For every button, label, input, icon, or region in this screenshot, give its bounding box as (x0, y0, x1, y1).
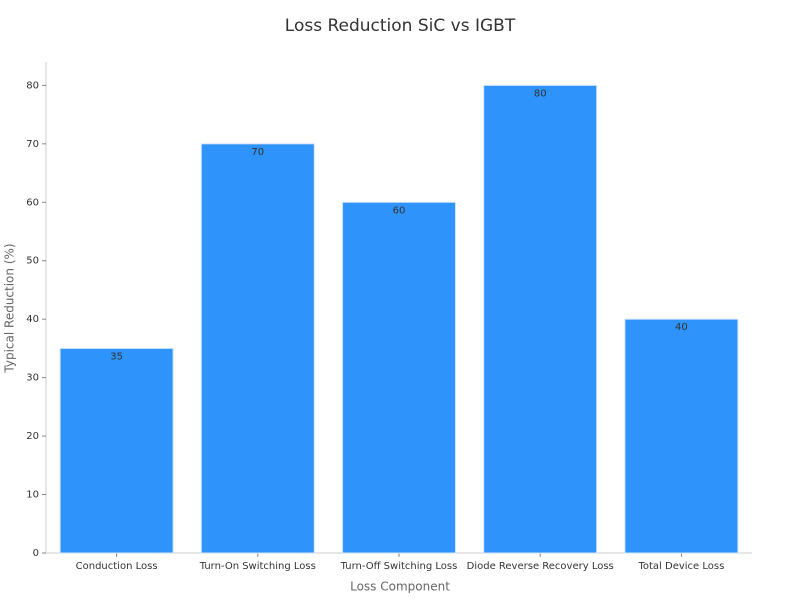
y-tick-label: 30 (26, 373, 39, 384)
x-tick-label: Diode Reverse Recovery Loss (467, 561, 614, 572)
value-label: 70 (251, 147, 264, 158)
y-tick-label: 50 (26, 256, 39, 267)
y-axis-title: Typical Reduction (%) (3, 243, 17, 373)
y-tick-label: 40 (26, 314, 39, 325)
x-axis-title: Loss Component (350, 580, 450, 594)
y-tick-label: 60 (26, 197, 39, 208)
bar (59, 347, 174, 554)
x-tick-label: Turn-Off Switching Loss (340, 561, 458, 572)
bar (624, 318, 739, 554)
y-tick-label: 20 (26, 431, 39, 442)
value-label: 60 (393, 205, 406, 216)
x-tick-label: Total Device Loss (637, 561, 724, 572)
value-label: 80 (534, 88, 547, 99)
value-label: 35 (110, 351, 123, 362)
y-tick-label: 10 (26, 490, 39, 501)
y-tick-label: 0 (33, 548, 39, 559)
y-tick-label: 70 (26, 139, 39, 150)
chart-title: Loss Reduction SiC vs IGBT (285, 16, 516, 36)
value-label: 40 (675, 322, 688, 333)
bar (200, 143, 315, 554)
bar (483, 84, 598, 554)
y-tick-label: 80 (26, 80, 39, 91)
x-tick-label: Conduction Loss (76, 561, 158, 572)
bar (342, 201, 456, 554)
x-tick-label: Turn-On Switching Loss (199, 561, 316, 572)
